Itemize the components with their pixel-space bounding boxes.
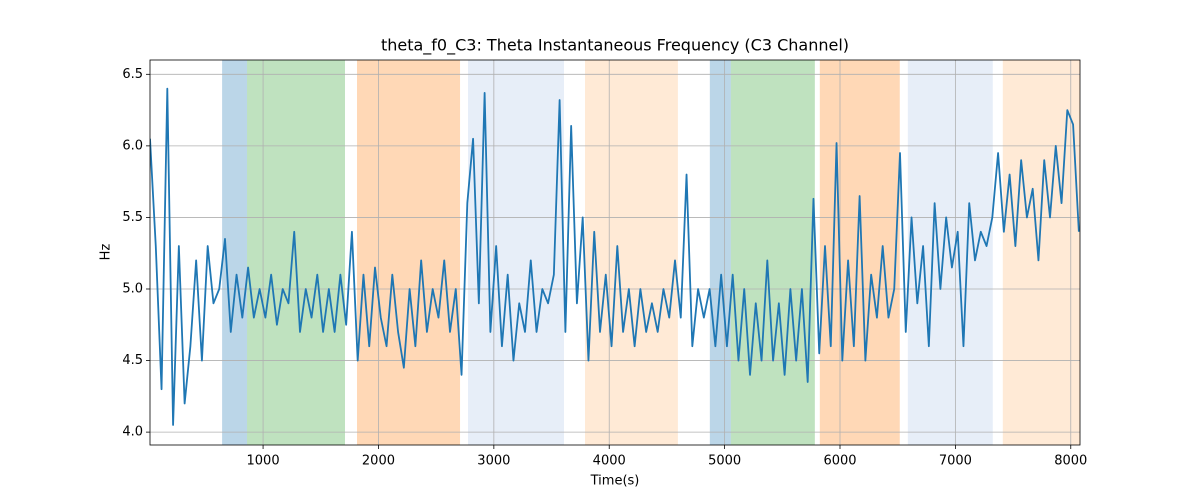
shaded-span — [709, 60, 731, 445]
y-tick-label: 5.5 — [122, 210, 143, 225]
shaded-span — [1002, 60, 1080, 445]
y-tick-label: 4.5 — [122, 353, 143, 368]
shaded-span — [357, 60, 461, 445]
y-axis-label: Hz — [99, 244, 114, 261]
x-tick-label: 6000 — [823, 454, 856, 469]
shaded-span — [819, 60, 900, 445]
plot — [150, 87, 1080, 426]
x-tick-label: 3000 — [477, 454, 510, 469]
shaded-span — [468, 60, 564, 445]
x-tick-label: 8000 — [1054, 454, 1087, 469]
y-tick-label: 6.5 — [122, 67, 143, 82]
shaded-span — [730, 60, 815, 445]
y-tick-label: 5.0 — [122, 281, 143, 296]
chart-title: theta_f0_C3: Theta Instantaneous Frequen… — [381, 36, 849, 56]
y-tick-label: 4.0 — [122, 425, 143, 440]
x-axis-label: Time(s) — [590, 474, 640, 489]
x-tick-label: 2000 — [362, 454, 395, 469]
shaded-span — [585, 60, 678, 445]
grid — [150, 60, 1080, 445]
spans — [222, 60, 1080, 445]
x-tick-label: 1000 — [247, 454, 280, 469]
data-line — [150, 87, 1080, 426]
x-tick-label: 4000 — [593, 454, 626, 469]
x-tick-label: 5000 — [708, 454, 741, 469]
x-tick-label: 7000 — [939, 454, 972, 469]
axes-frame — [149, 59, 1081, 446]
y-tick-label: 6.0 — [122, 138, 143, 153]
